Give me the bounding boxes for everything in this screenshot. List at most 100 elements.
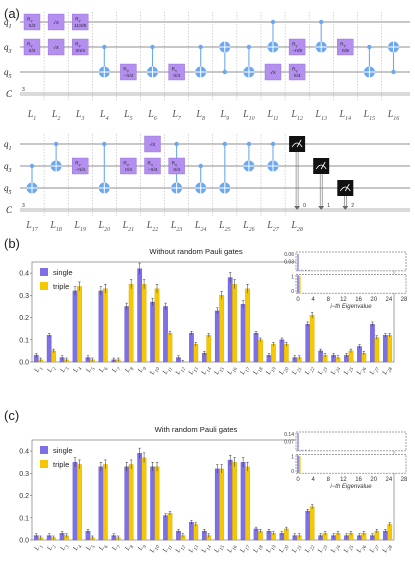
x-tick-label: L10 <box>148 364 161 377</box>
gate-name: √X <box>53 45 59 50</box>
measure-index: 1 <box>327 203 330 209</box>
bar-triple <box>219 468 225 541</box>
x-tick-label: L8 <box>123 542 135 553</box>
bar-triple <box>77 286 82 363</box>
layer-label: L1 <box>27 109 37 122</box>
bar-triple <box>128 464 134 541</box>
layer-label: L19 <box>73 220 86 233</box>
gate-name: RY <box>123 161 129 168</box>
gate-param: π/4 <box>173 73 180 78</box>
inset-top-frame <box>295 251 407 272</box>
y-tick-label: 0.1 <box>19 515 29 522</box>
gate-name: RY <box>340 42 346 49</box>
eig-bar-single <box>308 269 310 271</box>
control-dot <box>150 44 155 50</box>
layer-label: L7 <box>171 109 182 122</box>
rotation-gate <box>120 63 137 81</box>
x-tick-label: L9 <box>136 542 148 553</box>
gate-name: RY <box>75 42 81 49</box>
bar-single <box>240 304 246 363</box>
layer-label: L10 <box>242 109 255 122</box>
bar-triple <box>232 462 237 541</box>
bar-triple <box>128 284 134 363</box>
gate-name: √X <box>53 20 59 25</box>
inset-xtick: 12 <box>340 477 347 483</box>
x-tick-label: L8 <box>123 364 135 375</box>
measure-arc <box>339 186 351 192</box>
x-tick-label: L5 <box>85 364 97 375</box>
control-dot <box>198 163 203 169</box>
layer-label: L2 <box>51 109 61 122</box>
x-tick-label: L15 <box>213 542 226 555</box>
x-tick-label: L13 <box>187 364 200 377</box>
x-tick-label: L23 <box>316 542 329 555</box>
rotation-gate <box>144 157 161 175</box>
layer-label: L21 <box>122 220 135 233</box>
bar-triple <box>283 344 289 363</box>
gate-name: RY <box>27 17 33 24</box>
x-tick-label: L16 <box>226 364 239 377</box>
x-tick-label: L21 <box>290 365 303 378</box>
gate-param: 3π/4 <box>75 48 85 53</box>
inset-ytick: 1 <box>291 454 294 460</box>
inset-bottom-frame <box>295 274 407 294</box>
inset-xtick: 8 <box>327 477 331 483</box>
inset-xtick: 4 <box>311 477 315 483</box>
layer-label: L16 <box>387 109 400 122</box>
bar-single <box>214 468 220 541</box>
bar-triple <box>245 288 250 363</box>
bar-triple <box>309 506 315 541</box>
x-tick-label: L9 <box>136 364 148 375</box>
measure-needle <box>296 139 302 148</box>
y-tick-label: 0.2 <box>19 315 29 322</box>
bar-single <box>150 301 155 363</box>
inset-xtick: 16 <box>355 297 362 303</box>
layer-label: L14 <box>339 109 352 122</box>
bar-single <box>240 462 246 541</box>
measure-box <box>313 158 330 174</box>
control-dot <box>174 141 179 147</box>
bar-triple <box>232 284 237 363</box>
inset-ytick: 0.06 <box>284 252 294 258</box>
wire-label: q5 <box>4 67 12 80</box>
layer-label: L12 <box>290 109 303 122</box>
circuit-top: q1 q3 q5 C 3 L1 L2 L3 L4 L5 L6 L7 L8 L9 L10 L11 L12 L13 L1… <box>4 12 410 122</box>
bar-single <box>124 466 130 541</box>
bar-single <box>227 459 233 541</box>
bar-triple <box>271 344 276 363</box>
inset-ytick: 0 <box>291 289 294 295</box>
x-tick-label: L23 <box>316 364 329 377</box>
y-tick-label: 0.0 <box>19 538 29 545</box>
layer-label: L8 <box>195 109 205 122</box>
gate-name: RY <box>292 67 298 74</box>
measure-arrow <box>294 206 301 210</box>
gate-param: π/4 <box>173 167 180 172</box>
control-dot <box>198 44 203 50</box>
rotation-gate <box>71 13 89 31</box>
legend-swatch <box>40 460 48 468</box>
layer-label: L27 <box>266 220 280 233</box>
y-tick-label: 0.3 <box>19 293 29 300</box>
y-tick-label: 0.4 <box>19 449 29 456</box>
x-tick-label: L22 <box>303 364 316 377</box>
eig-bar-single <box>297 253 299 271</box>
inset-xtick: 28 <box>401 477 408 483</box>
bar-single <box>137 268 143 363</box>
panel-a-label: (a) <box>4 6 20 21</box>
x-tick-label: L6 <box>98 364 110 375</box>
inset-xtick: 20 <box>370 297 377 303</box>
eig-bar-single <box>301 269 303 271</box>
x-tick-label: L14 <box>200 364 213 377</box>
rotation-gate <box>23 38 41 56</box>
inset-xtick: 0 <box>296 297 300 303</box>
x-tick-label: L17 <box>239 364 252 377</box>
y-tick-label: 0.4 <box>19 271 29 278</box>
rotation-gate <box>71 38 89 56</box>
gate-name: RY <box>75 161 81 168</box>
inset-xlabel: i−th Eigenvalue <box>330 484 372 490</box>
gate-param: −π/8 <box>292 48 302 53</box>
rotation-gate <box>23 13 41 31</box>
gate-param: π/4 <box>125 167 132 172</box>
measure-arc <box>291 142 303 148</box>
